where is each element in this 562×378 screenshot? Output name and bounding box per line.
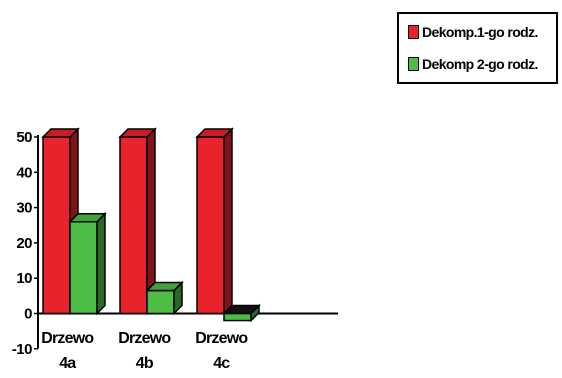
x-tick-label: Drzewo bbox=[41, 330, 94, 347]
bar-side bbox=[223, 127, 233, 316]
legend-label-series-1: Dekomp.1-go rodz. bbox=[422, 24, 538, 40]
legend-item-series-1: Dekomp.1-go rodz. bbox=[408, 24, 538, 40]
legend-label-series-2: Dekomp 2-go rodz. bbox=[422, 56, 538, 72]
legend-item-series-2: Dekomp 2-go rodz. bbox=[408, 56, 538, 72]
y-tick-label: 40 bbox=[16, 164, 32, 181]
bar bbox=[195, 127, 234, 316]
x-tick-label: Drzewo bbox=[118, 330, 171, 347]
bar-front bbox=[196, 136, 225, 315]
bar-side bbox=[96, 211, 106, 316]
y-tick-label: 50 bbox=[16, 129, 32, 146]
legend: Dekomp.1-go rodz. Dekomp 2-go rodz. bbox=[397, 12, 558, 84]
bar-front bbox=[69, 220, 98, 315]
y-tick-label: 30 bbox=[16, 200, 32, 217]
y-tick-label: 20 bbox=[16, 235, 32, 252]
bar-top bbox=[145, 281, 184, 292]
bar-front bbox=[42, 136, 71, 315]
bar bbox=[145, 280, 184, 316]
bar-top bbox=[222, 304, 261, 315]
legend-swatch-series-2 bbox=[408, 57, 419, 71]
bar-top bbox=[195, 128, 234, 138]
bar bbox=[118, 127, 157, 316]
bar bbox=[68, 211, 107, 316]
x-tick-label: Drzewo bbox=[195, 330, 248, 347]
bar bbox=[222, 303, 261, 323]
x-tick-label: 4a bbox=[59, 355, 76, 372]
bar-front bbox=[119, 136, 148, 315]
x-tick-label: 4b bbox=[136, 355, 154, 372]
bar-top bbox=[41, 128, 80, 138]
y-tick-label: 10 bbox=[16, 270, 32, 287]
bar-top bbox=[118, 128, 157, 138]
bar-front bbox=[223, 312, 252, 322]
bar-top bbox=[68, 212, 107, 223]
y-tick-label: 0 bbox=[24, 306, 32, 323]
legend-swatch-series-1 bbox=[408, 25, 419, 39]
y-tick-label: -10 bbox=[12, 341, 32, 358]
x-tick-label: 4c bbox=[213, 355, 230, 372]
bar-front bbox=[146, 289, 175, 315]
